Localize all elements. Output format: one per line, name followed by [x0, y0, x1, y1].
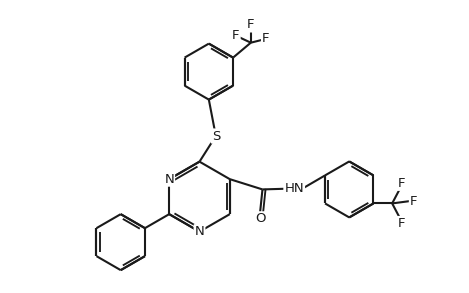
Text: F: F	[398, 217, 405, 230]
Text: F: F	[262, 33, 270, 45]
Text: N: N	[195, 225, 204, 238]
Text: HN: HN	[284, 182, 304, 195]
Text: F: F	[410, 195, 417, 207]
Text: F: F	[398, 177, 405, 190]
Text: F: F	[247, 18, 255, 31]
Text: F: F	[232, 29, 240, 42]
Text: S: S	[212, 130, 220, 142]
Text: O: O	[255, 212, 265, 225]
Text: N: N	[164, 173, 174, 186]
